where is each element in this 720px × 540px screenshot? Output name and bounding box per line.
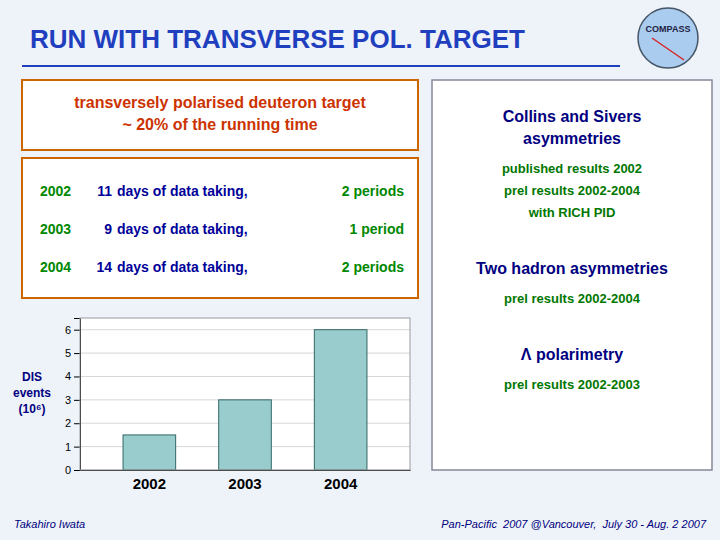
panel-item: prel results 2002-2004 xyxy=(504,291,641,306)
panel-heading: Collins and Sivers asymmetries xyxy=(503,108,642,147)
y-tick-mark xyxy=(74,470,80,471)
y-tick-mark xyxy=(74,353,80,354)
table-cell: 2003 xyxy=(40,221,71,237)
x-axis: 2002 2003 2004 xyxy=(81,470,411,492)
plot-frame xyxy=(80,318,410,470)
x-tick: 2003 xyxy=(228,470,261,492)
x-tick-label: 2002 xyxy=(133,475,166,492)
text-line: Λ polarimetry xyxy=(521,346,623,363)
panel-item: prel results 2002-2003 xyxy=(504,377,640,392)
y-tick: 2 xyxy=(65,417,80,429)
subtitle: transversely polarised deuteron target ~ … xyxy=(74,94,366,133)
x-tick: 2002 xyxy=(133,470,166,492)
panel-heading: Two hadron asymmetries xyxy=(476,260,668,277)
table-cell: 2002 xyxy=(40,183,71,199)
table-cell: 2004 xyxy=(40,259,71,275)
text-line: Collins and Sivers xyxy=(503,108,642,125)
y-tick-mark xyxy=(74,447,80,448)
y-tick: 1 xyxy=(65,441,80,453)
separator xyxy=(22,65,620,67)
plot-background xyxy=(80,318,410,470)
text-line: ~ 20% of the running time xyxy=(122,116,317,133)
x-tick-label: 2003 xyxy=(228,475,261,492)
table-cell: 2 periods xyxy=(342,183,404,199)
logo-arrow xyxy=(652,38,684,60)
y-axis: 0 1 2 3 4 5 6 xyxy=(65,319,81,477)
panel-heading: Λ polarimetry xyxy=(521,346,623,363)
table-cell: 14 xyxy=(96,259,112,275)
logo: COMPASS xyxy=(638,8,698,68)
y-tick-mark xyxy=(74,330,80,331)
table-cell: days of data taking, xyxy=(117,221,248,237)
footer-left: Takahiro Iwata xyxy=(14,518,85,530)
y-tick: 6 xyxy=(65,324,80,336)
text-line: asymmetries xyxy=(523,130,621,147)
table-cell: 11 xyxy=(97,183,112,199)
table-cell: 9 xyxy=(104,221,112,237)
y-tick-label: 6 xyxy=(65,324,71,336)
y-tick-label: 3 xyxy=(65,394,71,406)
y-tick: 4 xyxy=(65,370,80,382)
panel-item: prel results 2002-2004 xyxy=(504,183,641,198)
y-tick: 3 xyxy=(65,394,80,406)
text-line: events xyxy=(13,386,51,400)
y-tick-mark xyxy=(74,376,80,377)
panel-box xyxy=(432,80,712,470)
grid xyxy=(80,330,410,470)
y-tick: 0 xyxy=(65,464,80,476)
y-axis-title: DIS events (10⁶) xyxy=(13,370,51,416)
table-cell: 2 periods xyxy=(342,259,404,275)
bar xyxy=(219,400,272,470)
y-tick: 5 xyxy=(65,347,80,359)
y-tick-label: 5 xyxy=(65,347,71,359)
logo-text: COMPASS xyxy=(646,24,691,34)
slide: RUN WITH TRANSVERSE POL. TARGET COMPASS tr… xyxy=(0,0,720,540)
table-cell: 1 period xyxy=(350,221,404,237)
logo-circle xyxy=(638,8,698,68)
title: RUN WITH TRANSVERSE POL. TARGET xyxy=(30,24,525,54)
bar xyxy=(314,330,367,470)
table-cell: days of data taking, xyxy=(117,183,248,199)
y-tick-mark xyxy=(74,400,80,401)
y-tick-mark xyxy=(74,423,80,424)
bar xyxy=(123,435,176,470)
text-line: (10⁶) xyxy=(19,402,46,416)
subtitle-box xyxy=(22,80,418,150)
x-tick-label: 2004 xyxy=(324,475,358,492)
text-line: Two hadron asymmetries xyxy=(476,260,668,277)
bars xyxy=(123,330,367,470)
x-tick: 2004 xyxy=(324,470,358,492)
table-cell: days of data taking, xyxy=(117,259,248,275)
y-tick-label: 1 xyxy=(65,441,71,453)
panel-item: published results 2002 xyxy=(502,161,642,176)
table-box xyxy=(22,158,418,298)
y-tick-label: 4 xyxy=(65,370,71,382)
text-line: transversely polarised deuteron target xyxy=(74,94,366,111)
footer-right: Pan-Pacific 2007 @Vancouver, July 30 - A… xyxy=(441,518,707,530)
y-tick-label: 2 xyxy=(65,417,71,429)
text-line: DIS xyxy=(22,370,42,384)
y-tick-label: 0 xyxy=(65,464,71,476)
panel-item: with RICH PID xyxy=(528,205,616,220)
